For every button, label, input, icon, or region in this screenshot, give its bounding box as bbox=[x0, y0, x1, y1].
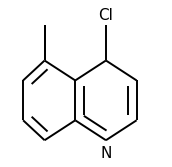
Text: N: N bbox=[100, 146, 112, 161]
Text: Cl: Cl bbox=[99, 8, 113, 23]
